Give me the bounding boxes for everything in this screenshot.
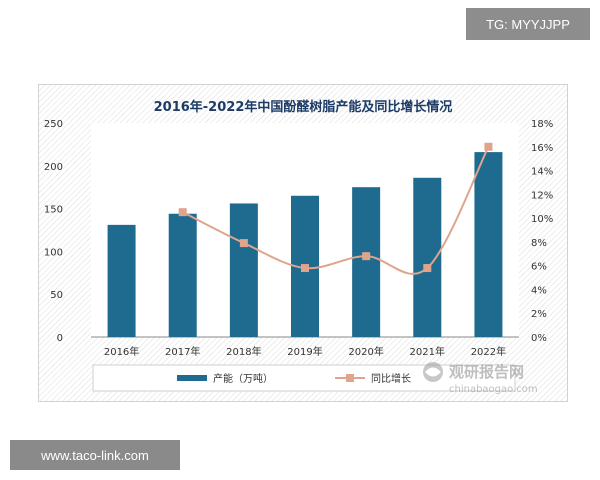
- watermark-telegram: TG: MYYJJPP: [466, 8, 590, 40]
- bar-capacity: [229, 203, 258, 337]
- y-right-tick-label: 14%: [531, 167, 553, 178]
- bar-capacity: [352, 187, 381, 337]
- y-right-tick-label: 2%: [531, 309, 547, 320]
- x-axis-labels: 2016年 2017年 2018年 2019年 2020年 2021年 2022年: [104, 345, 506, 358]
- chart-svg: 2016年-2022年中国酚醛树脂产能及同比增长情况 0 50 100 150 200 2…: [39, 85, 567, 401]
- y-right-tick-label: 18%: [531, 119, 553, 130]
- y-left-tick-label: 200: [44, 162, 63, 173]
- source-watermark: 观研报告网 chinabaogao.com: [423, 362, 538, 395]
- y-right-tick-label: 0%: [531, 333, 547, 344]
- y-right-tick-label: 12%: [531, 190, 553, 201]
- growth-point: [423, 264, 432, 273]
- y-right-tick-label: 8%: [531, 238, 547, 249]
- y-right-tick-label: 16%: [531, 143, 553, 154]
- source-url: chinabaogao.com: [449, 384, 538, 395]
- bar-capacity: [168, 213, 197, 337]
- axes: 0 50 100 150 200 250 0% 2% 4% 6% 8% 10% 12% 14% 16% 18%: [44, 119, 553, 344]
- growth-point: [178, 208, 187, 217]
- y-left-tick-label: 250: [44, 119, 63, 130]
- watermark-website: www.taco-link.com: [10, 440, 180, 470]
- bar-capacity: [474, 152, 503, 337]
- legend-line-label: 同比增长: [371, 372, 411, 385]
- growth-point: [484, 142, 493, 151]
- legend-line-marker: [346, 374, 354, 382]
- growth-point: [362, 252, 371, 261]
- x-tick-label: 2018年: [226, 345, 261, 358]
- bar-capacity: [107, 224, 136, 337]
- x-tick-label: 2020年: [348, 345, 383, 358]
- y-left-tick-label: 50: [50, 290, 63, 301]
- x-tick-label: 2022年: [471, 345, 506, 358]
- legend-box: [92, 364, 516, 392]
- growth-point: [239, 239, 248, 248]
- x-tick-label: 2016年: [104, 345, 139, 358]
- source-name: 观研报告网: [449, 363, 524, 381]
- y-right-tick-label: 6%: [531, 262, 547, 273]
- source-logo-icon: [423, 362, 443, 382]
- chart-title: 2016年-2022年中国酚醛树脂产能及同比增长情况: [154, 99, 453, 115]
- x-tick-label: 2021年: [410, 345, 445, 358]
- y-left-tick-label: 150: [44, 205, 63, 216]
- growth-point: [301, 264, 309, 273]
- y-right-tick-label: 10%: [531, 214, 553, 225]
- y-right-tick-label: 4%: [531, 285, 547, 296]
- chart-card: 2016年-2022年中国酚醛树脂产能及同比增长情况 0 50 100 150 200 2…: [38, 84, 568, 402]
- y-left-tick-label: 100: [44, 247, 63, 258]
- legend-bar-label: 产能（万吨）: [213, 372, 273, 385]
- y-left-tick-label: 0: [57, 333, 63, 344]
- legend-bar-swatch: [177, 375, 207, 381]
- x-tick-label: 2019年: [287, 345, 322, 358]
- x-tick-label: 2017年: [165, 345, 200, 358]
- line-series: [178, 142, 493, 275]
- legend: 产能（万吨） 同比增长: [177, 372, 411, 385]
